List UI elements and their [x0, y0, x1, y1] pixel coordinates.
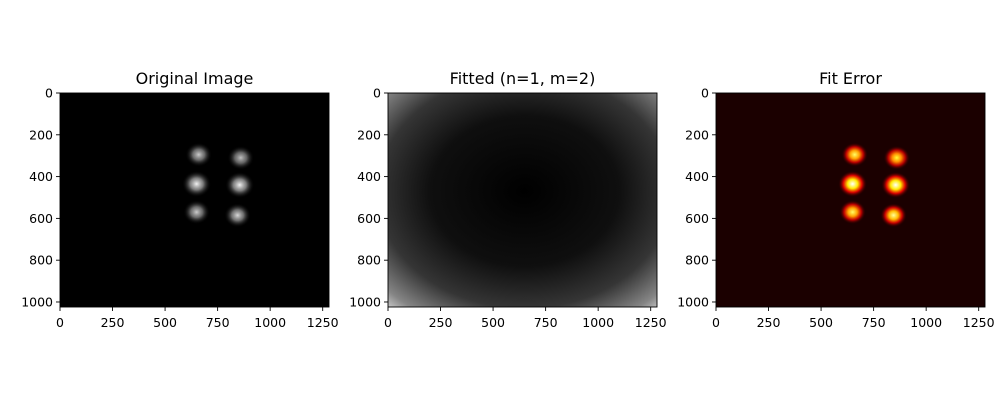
x-tick-label: 500: [809, 315, 833, 330]
panel-1: 0 250 500 750 1000 1250 0 200 400 600 800 1000 Origi…: [21, 69, 338, 330]
image-area: [716, 93, 985, 307]
y-tick-label: 0: [45, 86, 53, 101]
panel-2: 0 250 500 750 1000 1250 0 200 400 600 800 1000 Fitte…: [349, 69, 666, 330]
image-background: [60, 93, 329, 307]
y-tick-label: 600: [29, 211, 53, 226]
x-tick-label: 1250: [307, 315, 339, 330]
y-tick-label: 800: [685, 253, 709, 268]
x-tick-label: 1000: [582, 315, 614, 330]
x-tick-label: 500: [481, 315, 505, 330]
x-tick-label: 1000: [254, 315, 286, 330]
x-tick-label: 1250: [963, 315, 995, 330]
x-tick-label: 0: [384, 315, 392, 330]
image-background: [716, 93, 985, 307]
x-tick-label: 750: [206, 315, 230, 330]
y-tick-label: 400: [29, 169, 53, 184]
x-tick-label: 1000: [910, 315, 942, 330]
panel-title: Original Image: [136, 69, 254, 88]
image-area: [60, 93, 329, 307]
blob-mark: [883, 145, 911, 170]
x-tick-label: 750: [534, 315, 558, 330]
blob-mark: [185, 142, 212, 167]
blob-mark: [841, 142, 868, 167]
y-tick-label: 200: [357, 127, 381, 142]
x-tick-label: 1250: [635, 315, 667, 330]
y-tick-label: 600: [357, 211, 381, 226]
x-tick-label: 0: [56, 315, 64, 330]
panel-title: Fit Error: [819, 69, 882, 88]
y-tick-label: 1000: [21, 294, 53, 309]
blob-mark: [183, 200, 210, 225]
blob-mark: [880, 203, 907, 228]
y-tick-label: 1000: [677, 294, 709, 309]
panel-title: Fitted (n=1, m=2): [450, 69, 596, 88]
y-tick-label: 800: [29, 253, 53, 268]
fit-surface: [388, 93, 657, 307]
y-tick-label: 400: [357, 169, 381, 184]
x-tick-label: 750: [862, 315, 886, 330]
y-tick-label: 1000: [349, 294, 381, 309]
y-tick-label: 800: [357, 253, 381, 268]
blob-mark: [182, 170, 212, 198]
y-tick-label: 0: [373, 86, 381, 101]
y-tick-label: 200: [685, 127, 709, 142]
y-tick-label: 400: [685, 169, 709, 184]
x-tick-label: 500: [153, 315, 177, 330]
axes-frame: [715, 92, 986, 308]
blob-mark: [881, 171, 911, 199]
panels: 0 250 500 750 1000 1250 0 200 400 600 800 1000 Origi…: [21, 69, 994, 330]
y-tick-label: 0: [701, 86, 709, 101]
y-tick-label: 600: [685, 211, 709, 226]
y-tick-label: 200: [29, 127, 53, 142]
panel-3: 0 250 500 750 1000 1250 0 200 400 600 800 1000 Fit E…: [677, 69, 994, 330]
image-area: [388, 93, 657, 307]
x-tick-label: 0: [712, 315, 720, 330]
x-tick-label: 250: [429, 315, 453, 330]
blob-mark: [225, 171, 255, 199]
axes-frame: [59, 92, 330, 308]
blob-mark: [839, 200, 866, 225]
blob-mark: [224, 203, 251, 228]
blob-mark: [227, 145, 255, 170]
blob-mark: [838, 170, 868, 198]
x-tick-label: 250: [757, 315, 781, 330]
x-tick-label: 250: [101, 315, 125, 330]
axes-frame: [387, 92, 658, 308]
